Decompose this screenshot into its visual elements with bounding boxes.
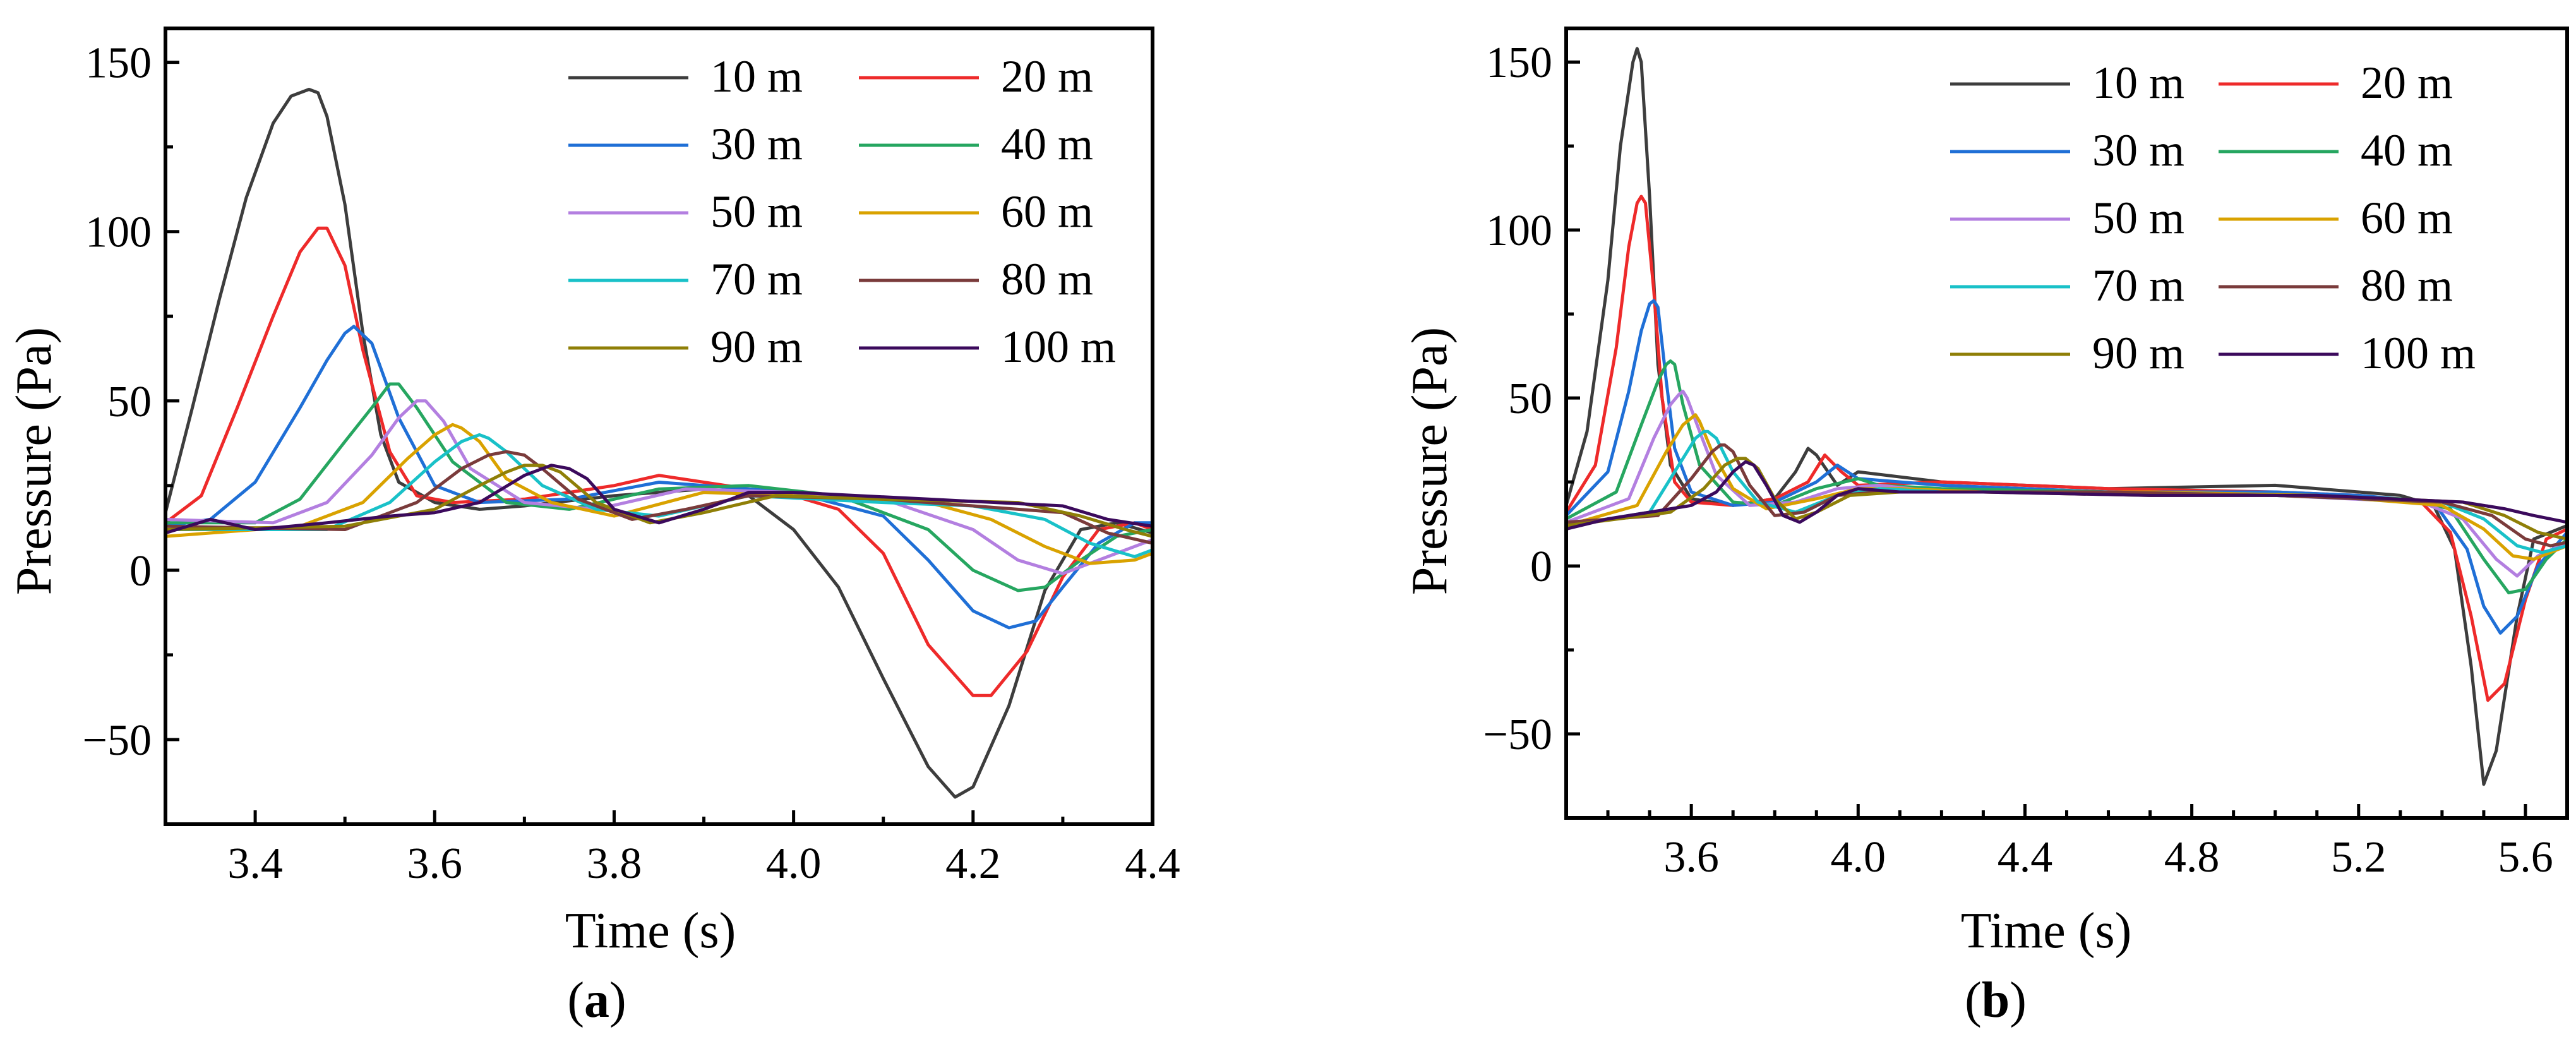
series-line-70m bbox=[165, 433, 1153, 558]
legend-label: 60 m bbox=[2361, 193, 2453, 243]
legend-label: 10 m bbox=[2092, 57, 2184, 108]
y-tick-label: 50 bbox=[107, 378, 152, 426]
y-tick-label: 50 bbox=[1508, 375, 1552, 423]
x-tick-label: 5.6 bbox=[2498, 833, 2553, 882]
y-axis-label-b: Pressure (Pa) bbox=[1402, 327, 1458, 595]
legend-label: 30 m bbox=[710, 119, 803, 169]
y-axis-label-a: Pressure (Pa) bbox=[6, 327, 62, 595]
legend-label: 10 m bbox=[710, 51, 803, 102]
series-line-20m bbox=[1566, 195, 2567, 702]
y-tick-label: 100 bbox=[85, 208, 152, 257]
series-line-100m bbox=[1566, 460, 2567, 531]
series-line-10m bbox=[165, 88, 1153, 799]
series-line-40m bbox=[165, 382, 1153, 592]
x-tick-label: 4.2 bbox=[945, 839, 1001, 888]
series-line-80m bbox=[165, 450, 1153, 545]
legend-label: 40 m bbox=[2361, 125, 2453, 176]
series-line-60m bbox=[165, 423, 1153, 565]
legend-label: 40 m bbox=[1001, 119, 1093, 169]
legend-label: 50 m bbox=[2092, 193, 2184, 243]
panel-b: 3.6 4.0 4.4 4.8 5.2 5.6 −50 0 50 100 150 Pressure … bbox=[1402, 27, 2569, 1028]
panel-letter-b: b bbox=[1982, 973, 2010, 1028]
x-tick-label: 4.0 bbox=[766, 839, 822, 888]
series-line-70m bbox=[1566, 429, 2567, 555]
x-tick-label: 4.4 bbox=[1998, 833, 2053, 882]
series-line-60m bbox=[1566, 413, 2567, 561]
panel-label-b: (b) bbox=[1965, 973, 2027, 1028]
plot-frame bbox=[164, 27, 1154, 826]
legend-b: 10 m 20 m 30 m 40 m 50 m 60 m 70 m 80 m 90 m 100 … bbox=[1950, 57, 2476, 378]
x-axis-label-a: Time (s) bbox=[565, 903, 736, 959]
panel-label-a: (a) bbox=[567, 973, 626, 1028]
x-tick-label: 5.2 bbox=[2331, 833, 2387, 882]
series-group-b bbox=[1566, 47, 2567, 786]
y-tick-label: −50 bbox=[1483, 711, 1552, 759]
panel-letter-a: a bbox=[584, 973, 609, 1028]
y-tick-label: 0 bbox=[129, 547, 152, 596]
series-line-30m bbox=[1566, 299, 2567, 635]
series-group-a bbox=[165, 88, 1153, 799]
plot-area-a: 3.4 3.6 3.8 4.0 4.2 4.4 −50 0 50 100 150 bbox=[83, 27, 1180, 888]
legend-label: 100 m bbox=[2361, 328, 2476, 378]
series-line-50m bbox=[165, 399, 1153, 575]
legend-label: 20 m bbox=[1001, 51, 1093, 102]
series-line-80m bbox=[1566, 443, 2567, 548]
x-tick-label: 4.0 bbox=[1831, 833, 1886, 882]
y-tick-label: −50 bbox=[83, 716, 152, 765]
x-tick-label: 4.4 bbox=[1125, 839, 1180, 888]
legend-label: 30 m bbox=[2092, 125, 2184, 176]
legend-label: 80 m bbox=[2361, 260, 2453, 311]
legend-label: 20 m bbox=[2361, 57, 2453, 108]
y-tick-label: 0 bbox=[1530, 543, 1552, 591]
x-tick-label: 4.8 bbox=[2164, 833, 2220, 882]
series-line-30m bbox=[165, 325, 1153, 630]
y-tick-label: 150 bbox=[1486, 39, 1552, 87]
series-line-40m bbox=[1566, 359, 2567, 595]
series-line-20m bbox=[165, 226, 1153, 697]
y-tick-label: 100 bbox=[1486, 207, 1552, 255]
legend-label: 50 m bbox=[710, 186, 803, 237]
series-line-10m bbox=[1566, 47, 2567, 786]
x-tick-label: 3.6 bbox=[1663, 833, 1719, 882]
legend-label: 90 m bbox=[2092, 328, 2184, 378]
plot-area-b: 3.6 4.0 4.4 4.8 5.2 5.6 −50 0 50 100 150 bbox=[1483, 27, 2569, 882]
x-tick-label: 3.6 bbox=[407, 839, 463, 888]
x-axis-label-b: Time (s) bbox=[1961, 903, 2131, 959]
legend-label: 70 m bbox=[2092, 260, 2184, 311]
legend-label: 90 m bbox=[710, 321, 803, 372]
legend-label: 100 m bbox=[1001, 321, 1116, 372]
legend-label: 60 m bbox=[1001, 186, 1093, 237]
series-line-50m bbox=[1566, 390, 2567, 578]
legend-label: 70 m bbox=[710, 254, 803, 304]
legend-a: 10 m 20 m 30 m 40 m 50 m 60 m 70 m 80 m 90 m 100 … bbox=[568, 51, 1116, 372]
series-line-100m bbox=[165, 464, 1153, 535]
series-line-90m bbox=[165, 464, 1153, 538]
legend-label: 80 m bbox=[1001, 254, 1093, 304]
y-tick-label: 150 bbox=[85, 39, 152, 88]
x-tick-label: 3.4 bbox=[227, 839, 283, 888]
x-tick-label: 3.8 bbox=[587, 839, 642, 888]
panel-a: 3.4 3.6 3.8 4.0 4.2 4.4 −50 0 50 100 150 Pressure … bbox=[6, 27, 1180, 1028]
